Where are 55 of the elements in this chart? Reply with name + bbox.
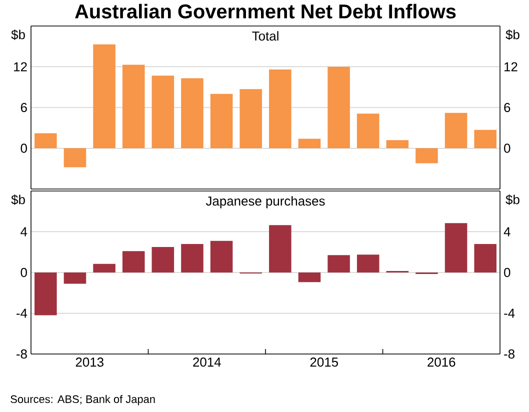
bar bbox=[181, 78, 204, 148]
bar bbox=[210, 94, 233, 148]
bar bbox=[416, 148, 438, 164]
bar bbox=[474, 130, 496, 148]
x-tick-label: 2013 bbox=[76, 358, 104, 367]
bar bbox=[444, 223, 468, 272]
y-tick-label: -8 bbox=[16, 349, 27, 359]
bar bbox=[240, 89, 262, 148]
bar bbox=[93, 264, 116, 272]
bar bbox=[93, 44, 116, 148]
bar bbox=[152, 247, 174, 272]
bar bbox=[298, 138, 321, 148]
y-axis-title: $b bbox=[11, 194, 25, 205]
bar bbox=[152, 76, 174, 148]
bar bbox=[356, 114, 380, 148]
y2-tick-label: 0 bbox=[504, 268, 510, 278]
y2-tick-label: 0 bbox=[504, 144, 510, 153]
y2-tick-label: -8 bbox=[504, 349, 514, 359]
bar bbox=[298, 272, 321, 282]
bar bbox=[64, 272, 86, 284]
bar bbox=[181, 244, 204, 272]
y2-tick-label: -4 bbox=[504, 308, 515, 318]
y2-tick-label: 6 bbox=[504, 102, 510, 112]
y2-tick-label: 4 bbox=[504, 227, 510, 236]
chart-title: Australian Government Net Debt Inflows bbox=[75, 4, 456, 18]
x-tick-label: 2016 bbox=[428, 358, 456, 367]
bar bbox=[269, 69, 292, 148]
bar bbox=[122, 251, 145, 272]
chart-subtitle: Total bbox=[252, 31, 278, 41]
bar bbox=[64, 148, 86, 168]
x-tick-label: 2014 bbox=[193, 358, 221, 367]
bar bbox=[328, 66, 350, 148]
bar bbox=[34, 272, 57, 316]
bar bbox=[356, 254, 380, 272]
bar bbox=[34, 133, 57, 148]
bar bbox=[122, 64, 145, 148]
x-tick-label: 2015 bbox=[310, 358, 338, 367]
y2-axis-title: $b bbox=[506, 30, 520, 40]
bar bbox=[210, 240, 233, 272]
y-tick-label: 0 bbox=[20, 268, 27, 278]
y2-axis-title: $b bbox=[506, 194, 520, 205]
bar bbox=[269, 225, 292, 272]
bar bbox=[474, 244, 496, 272]
y2-tick-label: 12 bbox=[504, 62, 518, 72]
source-note: Sources: ABS; Bank of Japan bbox=[10, 395, 155, 406]
y-tick-label: 12 bbox=[14, 62, 27, 72]
y-tick-label: 0 bbox=[20, 144, 27, 153]
y-tick-label: 6 bbox=[20, 102, 27, 112]
bar bbox=[328, 255, 350, 272]
y-axis-title: $b bbox=[11, 30, 25, 40]
y-tick-label: -4 bbox=[16, 308, 28, 318]
y-tick-label: 4 bbox=[20, 227, 28, 236]
bar bbox=[386, 140, 409, 148]
bar bbox=[444, 112, 468, 148]
chart-subtitle: Japanese purchases bbox=[206, 196, 325, 208]
